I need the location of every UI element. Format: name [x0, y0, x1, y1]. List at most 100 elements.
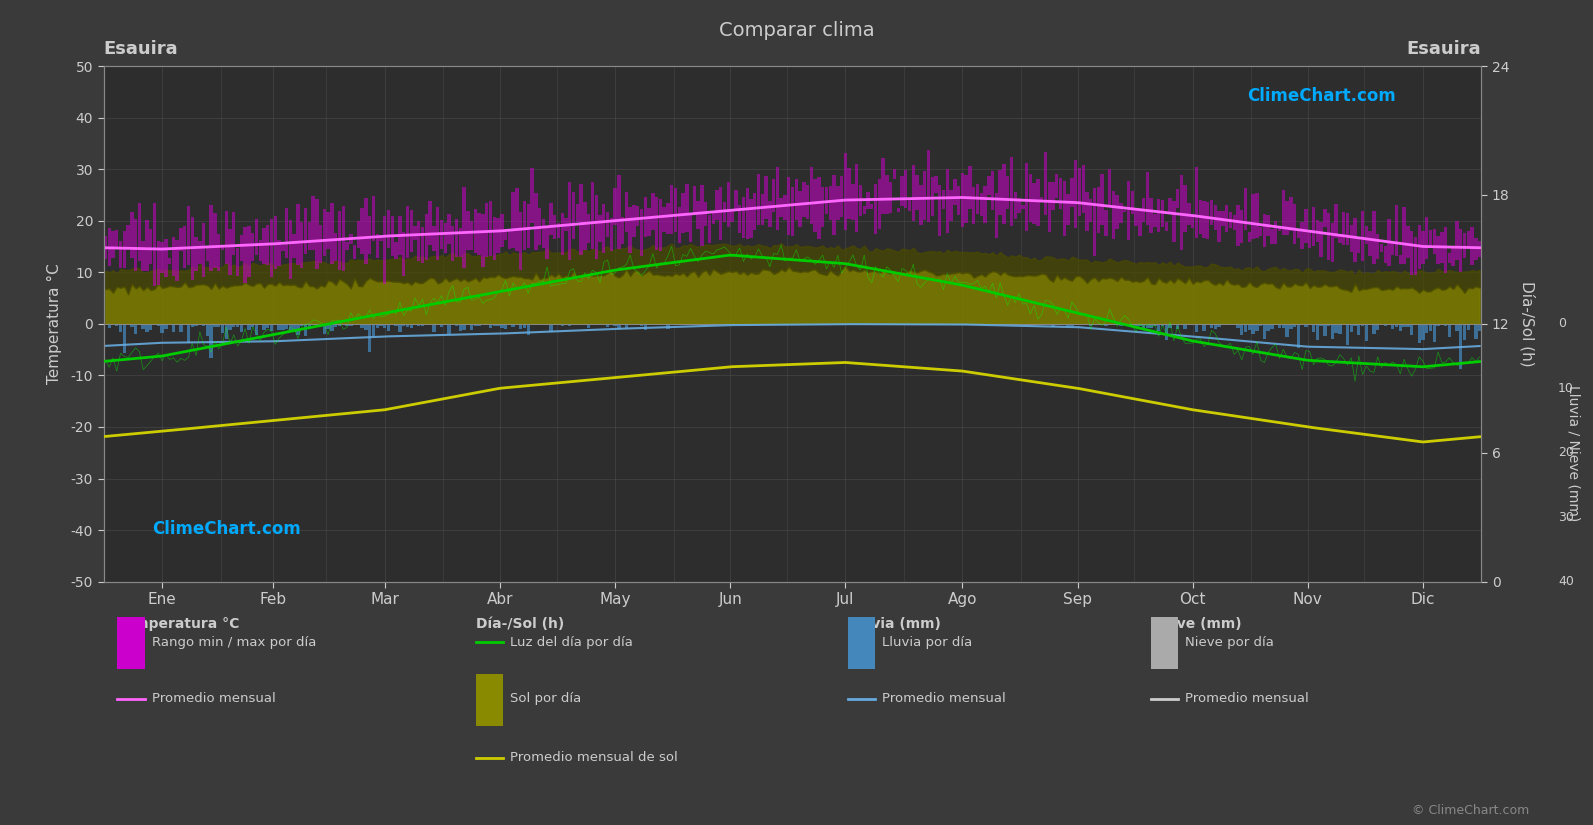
Bar — [508, 229, 511, 249]
Bar — [1462, 324, 1466, 340]
Bar — [1176, 324, 1179, 328]
Bar — [205, 324, 209, 337]
Bar — [1180, 324, 1184, 325]
Bar — [357, 324, 360, 325]
Bar — [236, 324, 239, 328]
Bar — [1013, 191, 1016, 219]
Bar — [1247, 233, 1251, 242]
Bar — [693, 186, 696, 215]
Bar — [889, 182, 892, 214]
Bar — [605, 324, 609, 328]
Bar — [1233, 214, 1236, 230]
Bar — [368, 324, 371, 351]
Bar — [916, 175, 919, 210]
Bar — [357, 221, 360, 248]
Bar — [481, 214, 484, 267]
Bar — [282, 245, 285, 251]
Bar — [515, 187, 519, 251]
Bar — [527, 204, 530, 248]
Bar — [644, 196, 647, 237]
Bar — [217, 234, 220, 271]
Text: Día-/Sol (h): Día-/Sol (h) — [476, 617, 564, 631]
Bar — [964, 175, 969, 223]
Bar — [327, 324, 330, 329]
Y-axis label: Temperatura °C: Temperatura °C — [48, 263, 62, 384]
Bar — [376, 324, 379, 328]
Bar — [586, 324, 591, 328]
Bar — [1263, 324, 1266, 339]
Bar — [707, 214, 710, 243]
Bar — [473, 209, 476, 252]
Bar — [1432, 229, 1435, 253]
Bar — [194, 237, 198, 271]
Bar — [798, 191, 801, 227]
Bar — [198, 241, 201, 264]
Bar — [1126, 181, 1129, 240]
Bar — [421, 228, 424, 263]
Bar — [1137, 210, 1142, 237]
Bar — [1418, 225, 1421, 269]
Bar — [1137, 324, 1142, 327]
Bar — [285, 208, 288, 257]
Bar — [961, 173, 964, 227]
Bar — [500, 324, 503, 328]
Bar — [112, 231, 115, 258]
Bar — [503, 232, 507, 239]
Bar — [1410, 231, 1413, 276]
Bar — [583, 202, 586, 250]
Bar — [1024, 163, 1027, 231]
Bar — [1289, 324, 1292, 329]
Bar — [365, 324, 368, 330]
Bar — [1198, 324, 1203, 325]
Bar — [406, 324, 409, 328]
Bar — [760, 195, 765, 225]
Bar — [492, 218, 495, 260]
Bar — [198, 324, 201, 325]
Bar — [1134, 209, 1137, 226]
Bar — [432, 324, 435, 332]
Bar — [1368, 324, 1372, 325]
Bar — [371, 324, 376, 336]
Bar — [897, 208, 900, 213]
Bar — [338, 324, 341, 327]
Bar — [119, 241, 123, 267]
Bar — [1365, 324, 1368, 341]
Bar — [1426, 324, 1429, 333]
Bar — [1074, 160, 1077, 228]
Bar — [1070, 324, 1074, 326]
Bar — [1278, 226, 1281, 231]
Bar — [1324, 324, 1327, 337]
Bar — [107, 228, 112, 266]
Bar — [1244, 324, 1247, 332]
Bar — [354, 245, 357, 259]
Bar — [382, 216, 387, 284]
Bar — [299, 222, 303, 267]
Bar — [1024, 324, 1027, 327]
Bar — [988, 176, 991, 195]
Bar — [712, 212, 715, 224]
Bar — [1399, 324, 1402, 332]
Bar — [1096, 186, 1101, 233]
Bar — [209, 205, 213, 271]
Bar — [1376, 324, 1380, 330]
Text: Promedio mensual: Promedio mensual — [151, 692, 276, 705]
Bar — [233, 324, 236, 328]
Bar — [738, 205, 741, 233]
Bar — [561, 213, 564, 256]
Bar — [616, 175, 621, 249]
Bar — [1040, 324, 1043, 325]
Bar — [1360, 211, 1364, 261]
Bar — [1217, 211, 1220, 242]
Bar — [293, 233, 296, 257]
Bar — [1093, 188, 1096, 256]
Text: 40: 40 — [1558, 575, 1574, 588]
Bar — [462, 324, 465, 330]
Bar — [288, 220, 292, 280]
Bar — [1286, 200, 1289, 235]
Bar — [467, 211, 470, 250]
Bar — [991, 171, 994, 210]
Bar — [575, 204, 578, 222]
Bar — [228, 324, 231, 330]
Bar — [1051, 182, 1055, 210]
Bar — [511, 324, 515, 328]
